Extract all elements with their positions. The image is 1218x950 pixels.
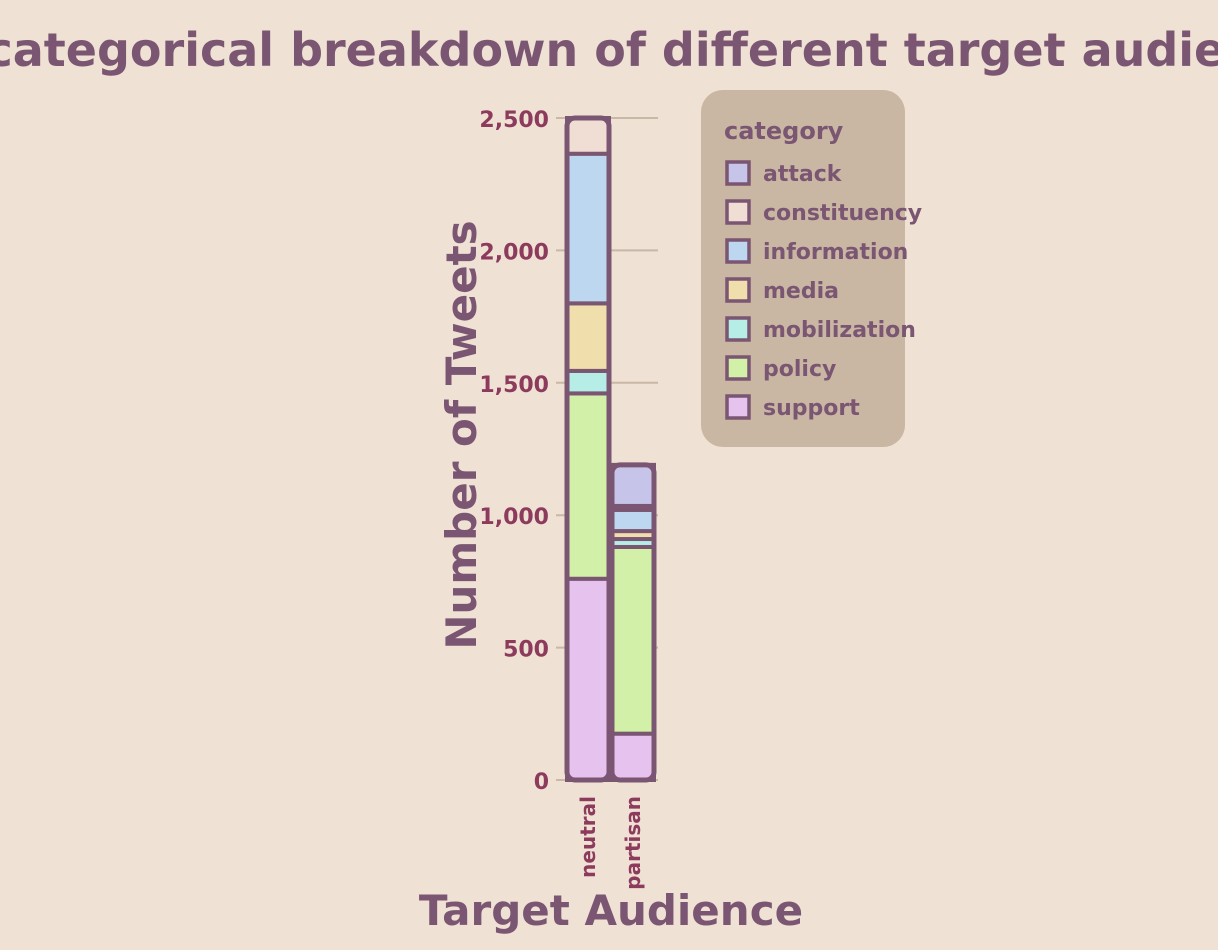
y-tick-label: 500 <box>503 638 549 663</box>
x-tick-label: neutral <box>576 796 600 878</box>
bar-segment-constituency <box>565 116 611 156</box>
y-axis: 0 500 1,000 1,500 2,000 2,500 <box>479 108 549 795</box>
x-tick-label: partisan <box>621 796 645 890</box>
legend-item-information: information <box>725 238 908 265</box>
bar-segment-information <box>565 151 611 306</box>
legend-swatch <box>725 355 751 381</box>
x-axis: neutral partisan <box>576 796 645 890</box>
y-axis-title: Number of Tweets <box>437 220 486 649</box>
bar-stack-neutral <box>564 115 612 783</box>
legend-item-mobilization: mobilization <box>725 316 916 343</box>
bar-segment-media <box>565 301 611 373</box>
legend: category attack constituency information me… <box>701 90 922 447</box>
y-tick-label: 0 <box>534 770 549 795</box>
bar-segment-support <box>610 731 656 782</box>
bar-outline <box>609 462 657 783</box>
legend-title: category <box>724 117 844 145</box>
legend-background <box>701 90 905 447</box>
legend-swatch <box>725 277 751 303</box>
legend-swatch <box>725 316 751 342</box>
bar-segment-policy <box>565 391 611 581</box>
bar-segment-attack <box>610 462 656 508</box>
legend-label: media <box>763 279 839 304</box>
x-axis-title: Target Audience <box>419 886 803 935</box>
chart-title: The categorical breakdown of different t… <box>0 23 1218 77</box>
bar-segment-policy <box>610 544 656 736</box>
y-tick-label: 1,000 <box>479 505 549 530</box>
legend-label: attack <box>763 162 843 187</box>
bar-outline <box>564 115 612 783</box>
legend-item-policy: policy <box>725 355 836 382</box>
legend-label: policy <box>763 357 836 382</box>
legend-label: mobilization <box>763 318 916 343</box>
legend-item-attack: attack <box>725 160 843 187</box>
legend-item-support: support <box>725 394 860 421</box>
legend-item-constituency: constituency <box>725 199 922 226</box>
legend-label: support <box>763 396 860 421</box>
y-tick-label: 2,000 <box>479 240 549 265</box>
legend-swatch <box>725 199 751 225</box>
legend-item-media: media <box>725 277 839 304</box>
legend-items: attack constituency information media mobili… <box>725 160 922 421</box>
bar-stack-partisan <box>609 462 657 783</box>
y-tick-label: 1,500 <box>479 373 549 398</box>
bars <box>564 115 657 783</box>
bar-segment-information <box>610 507 656 534</box>
legend-label: constituency <box>763 201 922 226</box>
legend-swatch <box>725 394 751 420</box>
bar-segment-mobilization <box>565 368 611 396</box>
legend-swatch <box>725 238 751 264</box>
bar-segment-support <box>565 576 611 783</box>
legend-swatch <box>725 160 751 186</box>
y-tick-label: 2,500 <box>479 108 549 133</box>
legend-label: information <box>763 240 908 265</box>
